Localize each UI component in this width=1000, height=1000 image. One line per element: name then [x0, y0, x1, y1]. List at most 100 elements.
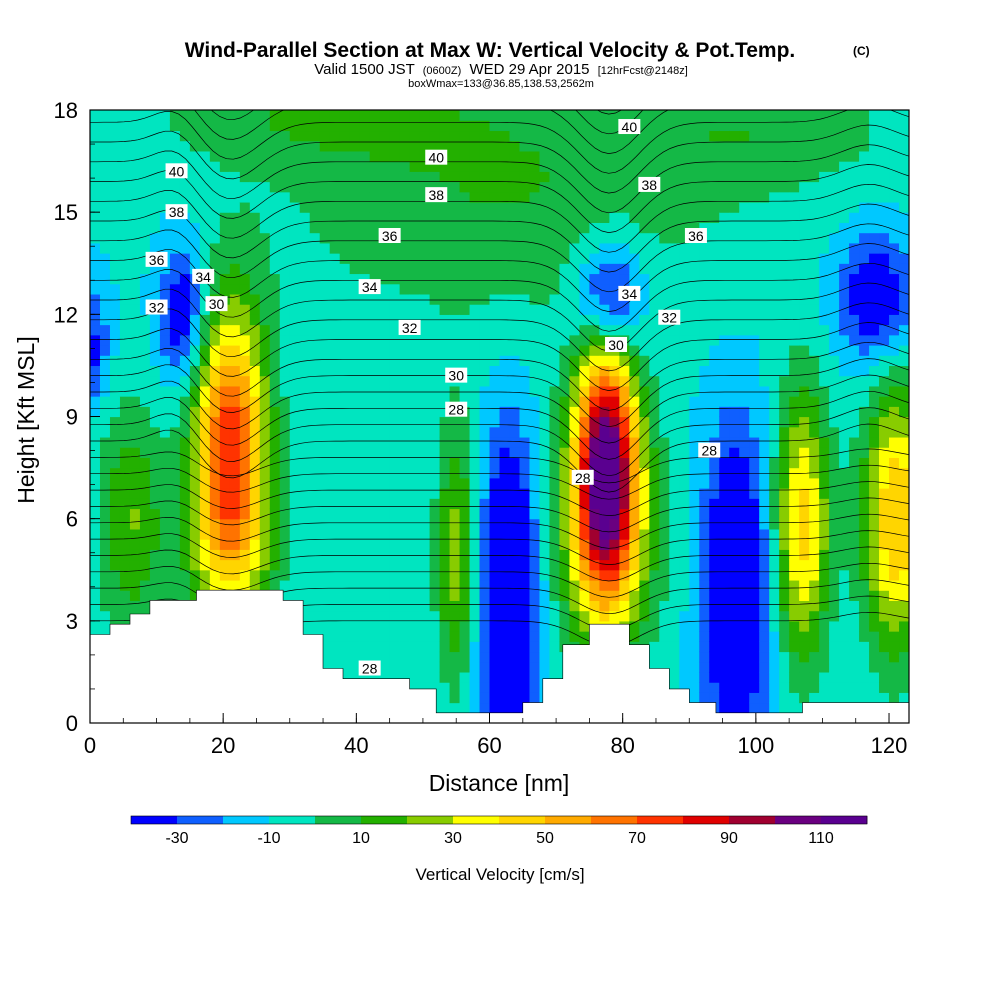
velocity-cell: [399, 528, 411, 540]
velocity-cell: [759, 436, 770, 448]
velocity-cell: [309, 150, 321, 162]
velocity-cell: [689, 110, 700, 121]
velocity-cell: [229, 191, 241, 203]
velocity-cell: [569, 365, 580, 377]
velocity-cell: [349, 161, 361, 172]
velocity-cell: [899, 293, 909, 305]
velocity-cell: [469, 610, 481, 622]
velocity-cell: [489, 181, 501, 193]
velocity-cell: [399, 161, 411, 172]
velocity-cell: [299, 365, 311, 377]
velocity-cell: [499, 610, 511, 622]
velocity-cell: [489, 600, 501, 612]
velocity-cell: [329, 304, 341, 315]
velocity-cell: [809, 692, 820, 704]
velocity-cell: [679, 549, 690, 561]
velocity-cell: [369, 365, 381, 377]
velocity-cell: [739, 406, 750, 418]
velocity-cell: [139, 130, 151, 142]
theta-contour: [90, 481, 909, 516]
velocity-cell: [489, 682, 501, 693]
velocity-cell: [329, 355, 341, 367]
velocity-cell: [879, 406, 890, 418]
velocity-cell: [399, 283, 411, 295]
velocity-cell: [789, 651, 800, 663]
velocity-cell: [679, 682, 690, 693]
velocity-cell: [309, 457, 321, 469]
velocity-cell: [419, 171, 431, 183]
velocity-cell: [689, 140, 700, 152]
velocity-cell: [329, 375, 341, 387]
velocity-cell: [699, 365, 710, 377]
velocity-cell: [799, 304, 810, 315]
velocity-cell: [899, 631, 909, 642]
velocity-cell: [209, 110, 221, 121]
velocity-cell: [239, 314, 251, 326]
velocity-cell: [699, 396, 710, 407]
velocity-cell: [639, 477, 650, 489]
velocity-cell: [369, 620, 381, 632]
velocity-cell: [179, 273, 191, 285]
velocity-cell: [319, 191, 331, 203]
velocity-cell: [779, 610, 790, 622]
velocity-cell: [199, 579, 211, 591]
velocity-cell: [689, 406, 700, 418]
velocity-cell: [179, 130, 191, 142]
velocity-cell: [159, 263, 171, 275]
velocity-cell: [489, 355, 501, 367]
velocity-cell: [279, 498, 291, 510]
velocity-cell: [329, 549, 341, 561]
theta-contour-label: 36: [378, 228, 401, 244]
velocity-cell: [509, 304, 521, 315]
velocity-cell: [599, 375, 610, 387]
velocity-cell: [439, 171, 451, 183]
velocity-cell: [319, 498, 331, 510]
velocity-cell: [639, 488, 650, 499]
velocity-cell: [309, 590, 321, 601]
velocity-cell: [499, 447, 511, 458]
velocity-cell: [199, 447, 211, 458]
velocity-cell: [819, 682, 830, 693]
velocity-cell: [309, 518, 321, 530]
velocity-cell: [419, 130, 431, 142]
velocity-cell: [789, 416, 800, 428]
velocity-cell: [309, 222, 321, 234]
velocity-cell: [629, 140, 640, 152]
velocity-cell: [569, 508, 580, 520]
velocity-cell: [819, 324, 830, 336]
velocity-cell: [309, 508, 321, 520]
velocity-cell: [679, 181, 690, 193]
velocity-cell: [129, 375, 141, 387]
velocity-cell: [249, 263, 261, 275]
velocity-cell: [559, 191, 571, 203]
velocity-cell: [759, 528, 770, 540]
velocity-cell: [559, 457, 571, 469]
velocity-cell: [869, 508, 880, 520]
velocity-cell: [379, 671, 391, 683]
theta-contour: [90, 513, 909, 549]
velocity-cell: [359, 416, 371, 428]
velocity-cell: [749, 651, 760, 663]
velocity-cell: [129, 161, 141, 172]
velocity-cell: [519, 651, 531, 663]
velocity-cell: [649, 661, 660, 673]
velocity-cell: [439, 355, 451, 367]
velocity-cell: [649, 130, 660, 142]
velocity-cell: [309, 488, 321, 499]
velocity-cell: [629, 375, 640, 387]
velocity-cell: [779, 375, 790, 387]
velocity-cell: [769, 120, 780, 132]
velocity-cell: [119, 171, 131, 183]
velocity-cell: [759, 242, 770, 254]
velocity-cell: [169, 314, 181, 326]
velocity-cell: [339, 334, 351, 346]
velocity-cell: [139, 212, 151, 223]
velocity-cell: [539, 518, 551, 530]
velocity-cell: [349, 140, 361, 152]
velocity-cell: [99, 579, 111, 591]
velocity-cell: [779, 600, 790, 612]
velocity-cell: [169, 426, 181, 438]
velocity-cell: [649, 406, 660, 418]
velocity-cell: [849, 232, 860, 244]
velocity-cell: [359, 620, 371, 632]
